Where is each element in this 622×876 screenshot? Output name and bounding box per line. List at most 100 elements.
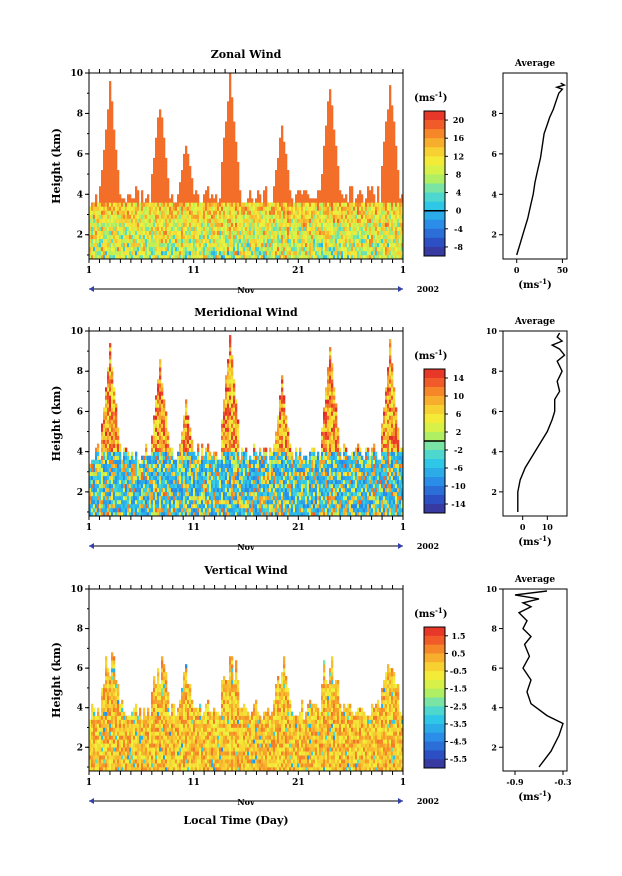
colorbar-segment (424, 228, 445, 239)
colorbar-segment (424, 432, 445, 442)
x-tick-label: 21 (292, 778, 305, 788)
colorbar-tick-label: -2.5 (450, 701, 467, 711)
colorbar-segment (424, 679, 445, 690)
y-tick-label: 4 (77, 704, 83, 714)
colorbar-segment (424, 414, 445, 424)
profile-x-tick-label: 50 (557, 265, 569, 275)
colorbar-segment (424, 750, 445, 760)
colorbar-tick-label: 10 (453, 391, 465, 401)
colorbar-segment (424, 450, 445, 460)
x-tick-label: 21 (292, 523, 305, 533)
colorbar-tick-label: 4 (456, 188, 462, 198)
x-tick-label: 1 (86, 523, 92, 533)
colorbar-segment (424, 156, 445, 166)
y-axis-label: Height (km) (50, 128, 63, 204)
colorbar-segment (424, 147, 445, 157)
colorbar-segment (424, 671, 445, 681)
x-tick-label: 11 (187, 266, 200, 276)
profile-frame (502, 588, 568, 772)
profile-title: Average (514, 575, 555, 585)
colorbar-tick-label: -5.5 (450, 754, 467, 764)
colorbar-tick-label: -14 (451, 499, 466, 509)
colorbar-segment (424, 715, 445, 725)
colorbar-tick-label: -8 (454, 242, 463, 252)
colorbar-segment (424, 723, 445, 734)
profile-x-tick-label: 0 (520, 522, 526, 532)
panel-title: Meridional Wind (194, 306, 298, 319)
profile-y-tick-label: 4 (491, 189, 497, 199)
colorbar-segment (424, 741, 445, 751)
heatmap (89, 73, 404, 260)
y-tick-label: 8 (77, 625, 83, 635)
x-axis-label: Local Time (Day) (183, 814, 288, 827)
profile-title: Average (514, 317, 555, 327)
colorbar-segment (424, 504, 445, 514)
colorbar-tick-label: 16 (453, 133, 465, 143)
profile-x-tick-label: 0 (514, 265, 520, 275)
average-profile: Average 2 4 6 8 10 0 10 (ms-1) (486, 317, 568, 548)
colorbar-segment (424, 111, 445, 121)
colorbar-tick-label: 2 (456, 427, 462, 437)
year-label: 2002 (417, 796, 439, 806)
colorbar-segment (424, 237, 445, 248)
profile-x-tick-label: -0.3 (554, 777, 572, 787)
colorbar-tick-label: 14 (453, 373, 465, 383)
colorbar-frame (423, 626, 446, 769)
profile-line (514, 590, 564, 768)
profile-frame (502, 330, 568, 517)
colorbar-tick-label: 20 (453, 115, 465, 125)
profile-y-tick-label: 8 (491, 366, 497, 376)
colorbar-unit: (ms-1) (414, 348, 447, 362)
profile-x-tick-label: -0.9 (506, 777, 524, 787)
profile-unit: (ms-1) (518, 534, 551, 548)
y-tick-label: 6 (77, 150, 83, 160)
month-label: Nov (237, 542, 255, 552)
colorbar-segment (424, 732, 445, 742)
colorbar-tick-label: -6 (454, 463, 463, 473)
y-tick-label: 10 (70, 585, 83, 595)
colorbar-segment (424, 174, 445, 184)
year-label: 2002 (417, 284, 439, 294)
colorbar-segment (424, 219, 445, 230)
average-profile: Average 2 4 6 8 10 -0.9 -0.3(ms-1) (486, 575, 572, 803)
month-label: Nov (237, 285, 255, 295)
colorbar-segment (424, 129, 445, 139)
profile-y-tick-label: 2 (491, 742, 497, 752)
y-axis-label: Height (km) (50, 386, 63, 462)
profile-y-tick-label: 2 (491, 230, 497, 240)
colorbar-segment (424, 396, 445, 406)
colorbar-tick-label: 0 (456, 206, 462, 216)
x-tick-label: 1 (400, 266, 406, 276)
colorbar-segment (424, 644, 445, 654)
profile-title: Average (514, 59, 555, 69)
colorbar-unit: (ms-1) (414, 90, 447, 104)
colorbar-segment (424, 688, 445, 698)
colorbar-segment (424, 165, 445, 175)
colorbar-tick-label: -1.5 (450, 684, 467, 694)
colorbar-segment (424, 192, 445, 203)
average-profile: Average 2 4 6 8 0 50 (ms-1) (491, 59, 568, 291)
profile-y-tick-label: 4 (491, 447, 497, 457)
colorbar-segment (424, 387, 445, 397)
y-tick-label: 2 (77, 743, 83, 753)
profile-unit: (ms-1) (518, 789, 551, 803)
y-tick-label: 6 (77, 664, 83, 674)
profile-line (517, 332, 566, 512)
heatmap (89, 335, 404, 517)
colorbar-segment (424, 441, 445, 451)
colorbar-segment (424, 486, 445, 496)
panel-title: Vertical Wind (203, 564, 288, 577)
y-tick-label: 4 (77, 448, 83, 458)
y-tick-label: 10 (70, 327, 83, 337)
profile-y-tick-label: 8 (491, 624, 497, 634)
panel-title: Zonal Wind (211, 48, 282, 61)
y-tick-label: 10 (70, 69, 83, 79)
colorbar-tick-label: -4.5 (450, 737, 467, 747)
x-tick-label: 11 (187, 778, 200, 788)
colorbar-segment (424, 653, 445, 663)
colorbar-segment (424, 423, 445, 433)
colorbar-segment (424, 495, 445, 505)
